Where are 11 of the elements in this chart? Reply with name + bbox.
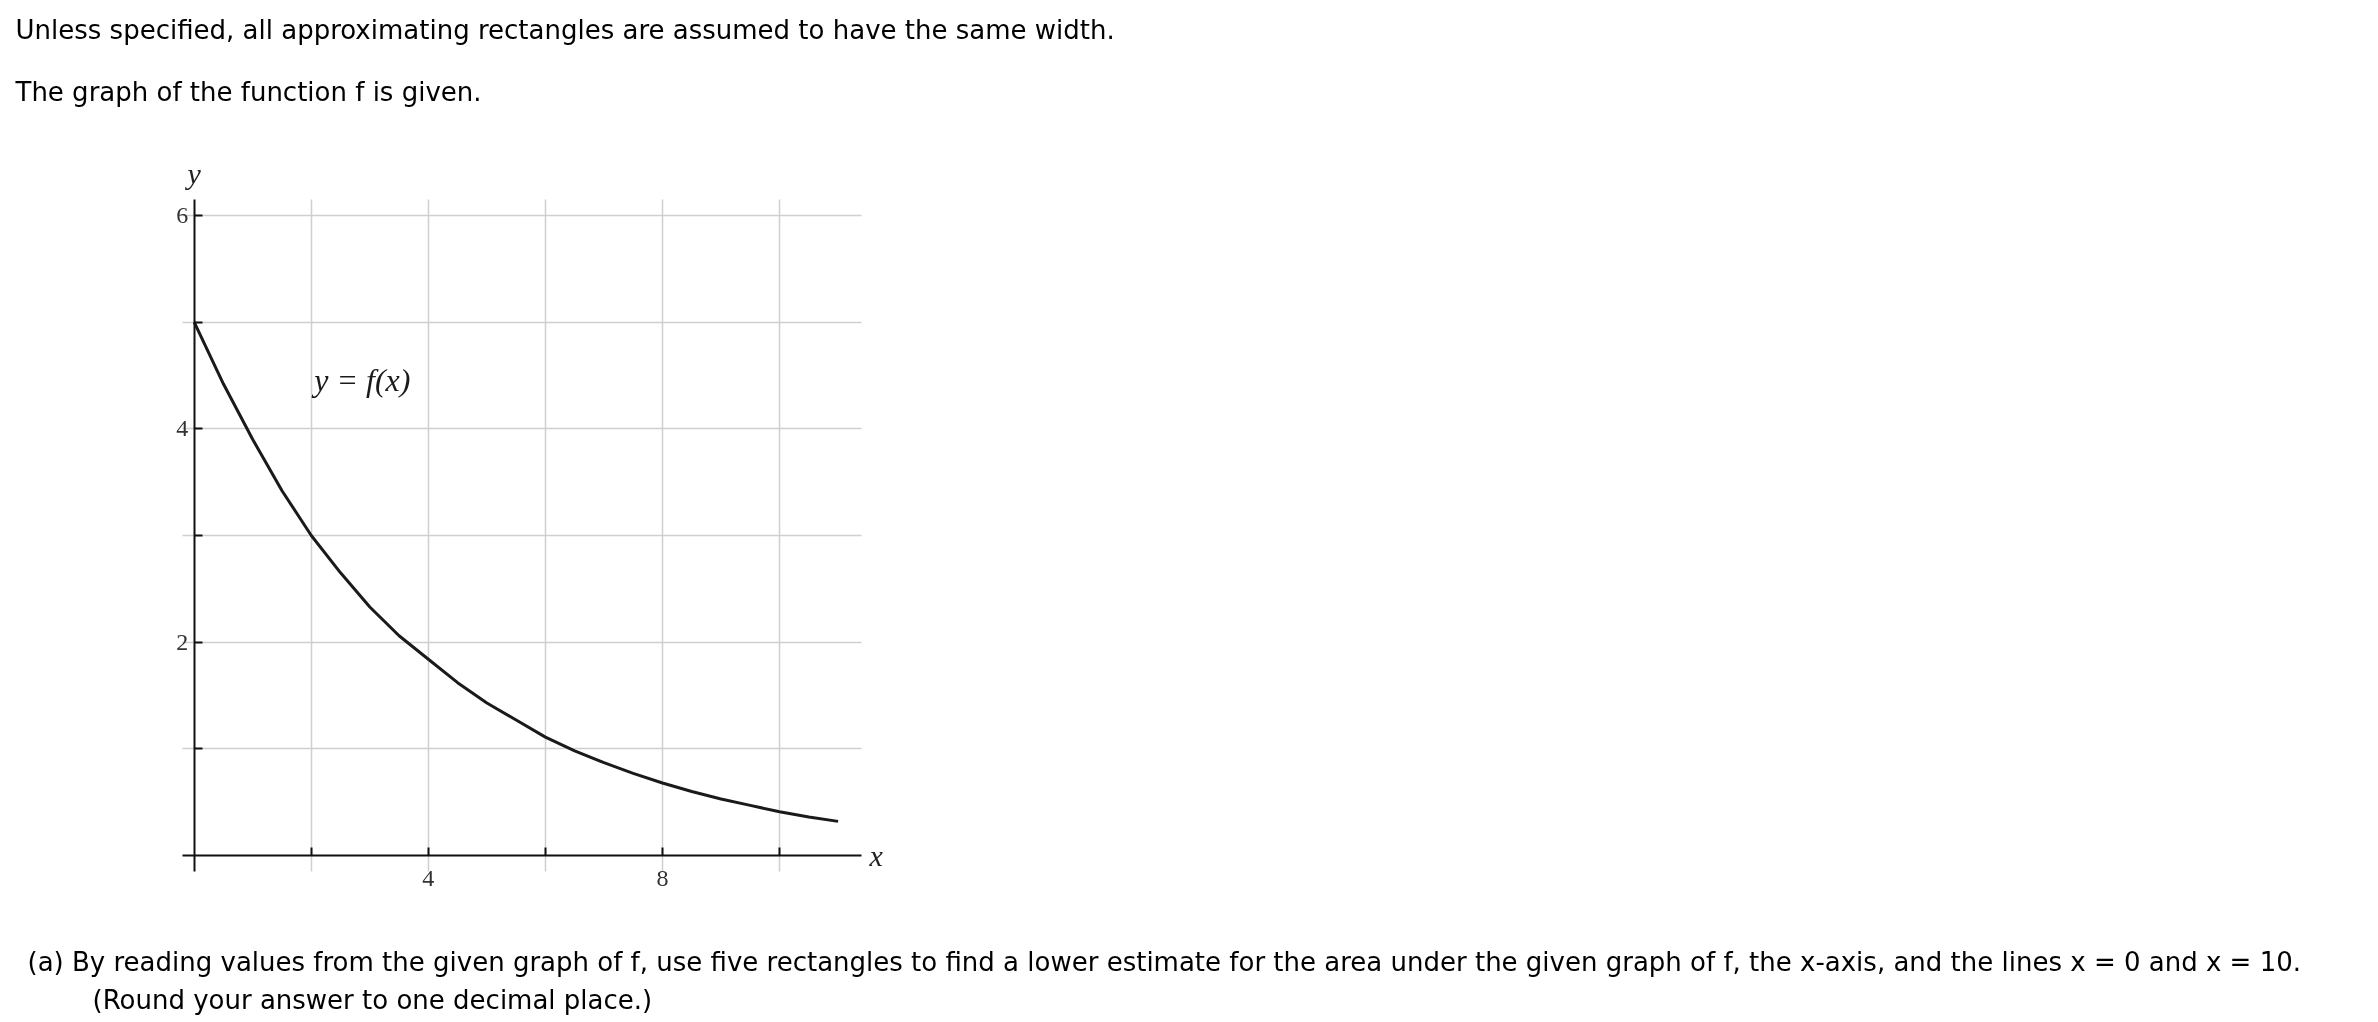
text: (Round your answer to one decimal place.) — [92, 984, 653, 1015]
text: (a) By reading values from the given graph of f, use five rectangles to find a lower estimate for the area under the given graph of f, the x-axis, and the lines x = 0 and x = 10. — [27, 946, 2302, 977]
x-tick-label: 8 — [656, 864, 669, 891]
chart-subtitle: The graph of the function f is given. — [14, 76, 482, 107]
y-axis-title: y — [184, 157, 202, 190]
y-tick-label: 4 — [176, 415, 189, 442]
y-tick-label: 2 — [176, 628, 189, 655]
text: y = f(x) — [311, 362, 411, 399]
x-axis-title: x — [868, 839, 884, 872]
chart-title: Unless specified, all approximating rectangles are assumed to have the same width. — [15, 14, 1115, 45]
y-tick-label: 6 — [176, 202, 189, 228]
